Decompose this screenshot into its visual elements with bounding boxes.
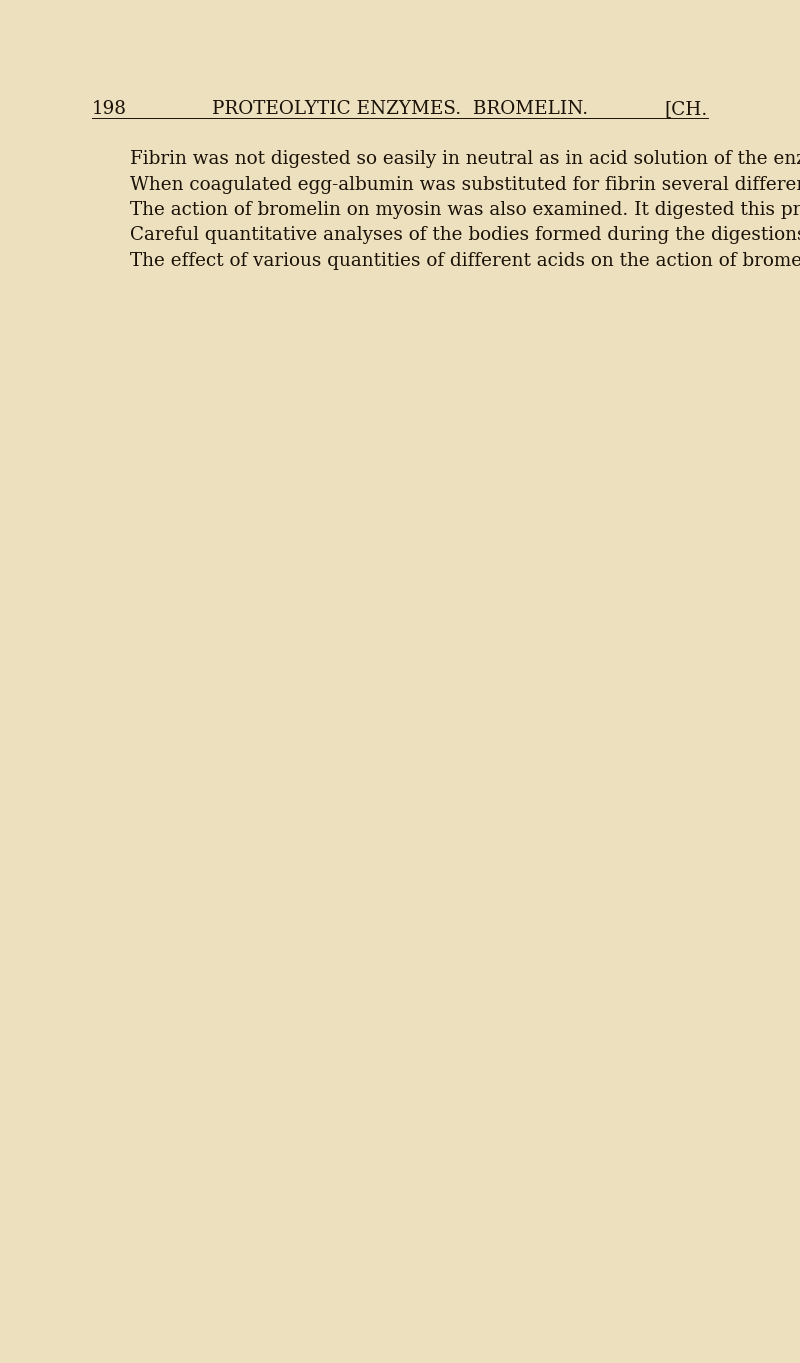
Text: PROTEOLYTIC ENZYMES.  BROMELIN.: PROTEOLYTIC ENZYMES. BROMELIN.: [212, 99, 588, 119]
Text: 198: 198: [92, 99, 127, 119]
Text: The action of bromelin on myosin was also examined. It digested this proteid bes: The action of bromelin on myosin was als…: [130, 200, 800, 219]
Text: [CH.: [CH.: [665, 99, 708, 119]
Text: Careful quantitative analyses of the bodies formed during the digestions showed : Careful quantitative analyses of the bod…: [130, 226, 800, 244]
Text: When coagulated egg-albumin was substituted for fibrin several differences were : When coagulated egg-albumin was substitu…: [130, 176, 800, 194]
Text: Fibrin was not digested so easily in neutral as in acid solution of the enzyme, : Fibrin was not digested so easily in neu…: [130, 150, 800, 168]
Text: The effect of various quantities of different acids on the action of bromelin on: The effect of various quantities of diff…: [130, 252, 800, 270]
